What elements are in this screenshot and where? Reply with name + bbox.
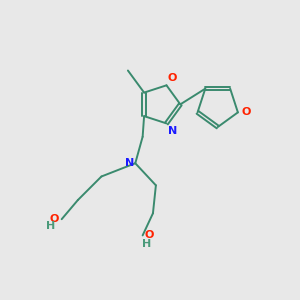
Text: O: O [242,107,251,117]
Text: H: H [46,221,55,231]
Text: N: N [124,158,134,168]
Text: N: N [168,126,177,136]
Text: H: H [142,239,152,249]
Text: O: O [144,230,154,240]
Text: O: O [168,73,177,83]
Text: O: O [50,214,59,224]
